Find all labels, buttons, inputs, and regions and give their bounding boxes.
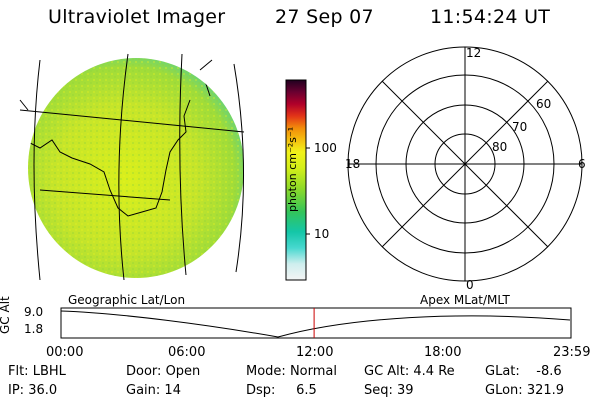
colorbar-unit-label: photon cm⁻²s⁻¹ [286,127,299,212]
gc-alt-value: 4.4 Re [413,364,455,379]
mlat-label-80: 80 [492,140,508,154]
status-seq: Seq: 39 [364,383,414,398]
coastline [28,99,191,217]
geographic-label: Geographic Lat/Lon [68,293,186,307]
status-glon: GLon: 321.9 [485,383,565,398]
mlt-label-6: 6 [578,157,586,171]
timeline-y-axis-label: GC Alt [0,296,12,334]
status-door: Door: Open [126,364,201,379]
date-label: 27 Sep 07 [275,6,374,28]
timeline-x-tick-2: 12:00 [296,345,334,360]
mlt-label-0: 0 [466,278,474,292]
dsp-value: 6.5 [296,383,317,398]
seq-value: 39 [397,383,414,398]
glon-value: 321.9 [526,383,565,398]
mlat-label-70: 70 [512,120,528,134]
mode-value: Normal [289,364,337,379]
grid-lines [19,53,245,281]
time-label: 11:54:24 UT [430,6,551,28]
altitude-curve [60,310,571,338]
status-ip: IP: 36.0 [8,383,58,398]
apex-label: Apex MLat/MLT [420,293,510,307]
timeline-y-tick-bottom: 1.8 [24,322,44,336]
filter-value: LBHL [32,364,66,379]
mlt-label-18: 18 [345,157,361,171]
ip-value: 36.0 [28,383,58,398]
status-gain: Gain: 14 [126,383,181,398]
timeline-x-tick-0: 00:00 [46,345,84,360]
colorbar-tick-10: 10 [314,227,330,241]
mlt-label-12: 12 [466,46,482,60]
timeline-y-tick-top: 9.0 [24,305,44,319]
timeline-x-tick-1: 06:00 [168,345,206,360]
uv-image-panel [19,53,245,281]
status-filter: Flt: LBHL [8,364,66,379]
polar-plot [347,46,583,282]
colorbar-tick-100: 100 [314,141,337,155]
timeline-x-tick-4: 23:59 [553,345,591,360]
altitude-timeline [60,307,572,339]
glat-value: -8.6 [536,364,562,379]
timeline-x-tick-3: 18:00 [424,345,462,360]
status-dsp: Dsp: 6.5 [246,383,317,398]
status-mode: Mode: Normal [246,364,337,379]
door-value: Open [165,364,201,379]
gain-value: 14 [164,383,181,398]
mlat-label-60: 60 [536,97,552,111]
colorbar: photon cm⁻²s⁻¹ [285,79,310,281]
instrument-title: Ultraviolet Imager [48,6,226,28]
status-gc-alt: GC Alt: 4.4 Re [364,364,455,379]
status-glat: GLat: -8.6 [485,364,562,379]
